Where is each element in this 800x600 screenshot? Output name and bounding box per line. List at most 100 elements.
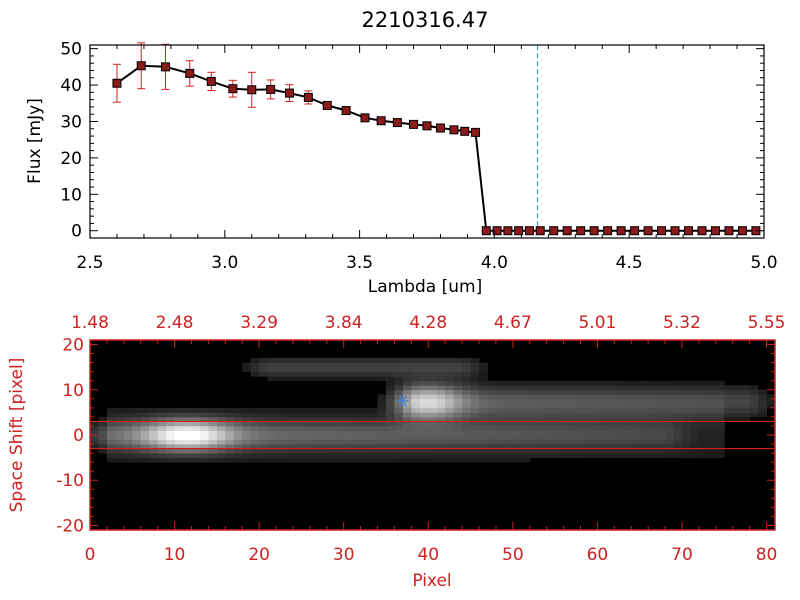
heatmap-cell	[183, 444, 192, 449]
heatmap-cell	[639, 426, 649, 431]
heatmap-cell	[267, 367, 277, 372]
heatmap-cell	[495, 403, 505, 409]
heatmap-cell	[140, 453, 150, 458]
heatmap-cell	[741, 385, 751, 391]
heatmap-cell	[309, 371, 319, 377]
heatmap-cell	[453, 412, 463, 418]
heatmap-cell	[589, 389, 598, 395]
heatmap-cell	[233, 416, 243, 422]
heatmap-cell	[521, 394, 531, 400]
heatmap-cell	[250, 444, 260, 449]
heatmap-cell	[690, 403, 700, 409]
heatmap-cell	[343, 376, 353, 382]
heatmap-cell	[487, 394, 497, 400]
heatmap-cell	[495, 421, 505, 427]
heatmap-cell	[563, 412, 573, 418]
heatmap-cell	[656, 380, 666, 386]
heatmap-cell	[715, 385, 725, 391]
heatmap-cell	[267, 407, 277, 413]
heatmap-cell	[335, 448, 345, 454]
heatmap-cell	[572, 453, 581, 458]
heatmap-cell	[360, 407, 370, 413]
heatmap-cell	[453, 457, 463, 463]
heatmap-cell	[352, 444, 362, 449]
heatmap-cell	[267, 426, 277, 431]
heatmap-cell	[106, 457, 116, 463]
flux-point	[710, 226, 720, 236]
heatmap-cell	[648, 380, 657, 386]
heatmap-cell	[199, 407, 209, 413]
heatmap-cell	[580, 385, 590, 391]
heatmap-cell	[715, 448, 725, 454]
heatmap-cell	[698, 380, 708, 386]
pixel-tick-label: 40	[417, 545, 439, 565]
heatmap-cell	[377, 457, 387, 463]
heatmap-cell	[123, 430, 133, 436]
heatmap-cell	[665, 412, 674, 418]
heatmap-cell	[386, 448, 395, 454]
heatmap-cell	[521, 448, 531, 454]
heatmap-cell	[411, 367, 421, 372]
heatmap-cell	[394, 371, 404, 377]
heatmap-cell	[521, 430, 531, 436]
heatmap-cell	[436, 394, 446, 400]
heatmap-cell	[622, 389, 632, 395]
heatmap-cell	[106, 416, 116, 422]
heatmap-cell	[140, 412, 150, 418]
heatmap-cell	[546, 435, 556, 440]
heatmap-cell	[411, 412, 421, 418]
heatmap-cell	[115, 430, 125, 436]
heatmap-cell	[352, 376, 362, 382]
heatmap-cell	[335, 367, 345, 372]
heatmap-cell	[166, 444, 175, 449]
heatmap-cell	[495, 398, 505, 404]
heatmap-cell	[648, 398, 657, 404]
heatmap-cell	[470, 421, 480, 427]
heatmap-cell	[589, 426, 598, 431]
heatmap-cell	[462, 407, 471, 413]
heatmap-cell	[208, 435, 218, 440]
heatmap-cell	[445, 385, 455, 391]
heatmap-cell	[580, 444, 590, 449]
heatmap-cell	[648, 439, 657, 445]
heatmap-cell	[436, 403, 446, 409]
heatmap-cell	[402, 371, 412, 377]
heatmap-cell	[673, 448, 683, 454]
heatmap-cell	[572, 403, 581, 409]
heatmap-cell	[115, 407, 125, 413]
heatmap-cell	[690, 453, 700, 458]
heatmap-cell	[157, 457, 167, 463]
heatmap-cell	[479, 444, 488, 449]
heatmap-cell	[470, 416, 480, 422]
heatmap-cell	[276, 457, 285, 463]
wavelength-tick-label: 5.01	[578, 313, 616, 333]
heatmap-cell	[140, 448, 150, 454]
heatmap-cell	[741, 412, 751, 418]
chart-title: 2210316.47	[362, 8, 489, 32]
heatmap-cell	[309, 362, 319, 368]
heatmap-cell	[386, 439, 395, 445]
heatmap-cell	[402, 439, 412, 445]
heatmap-cell	[673, 444, 683, 449]
heatmap-cell	[174, 412, 184, 418]
heatmap-cell	[605, 389, 615, 395]
heatmap-cell	[462, 444, 471, 449]
heatmap-cell	[538, 453, 548, 458]
heatmap-cell	[614, 389, 624, 395]
heatmap-cell	[106, 435, 116, 440]
heatmap-cell	[386, 362, 395, 368]
heatmap-cell	[512, 426, 522, 431]
heatmap-cell	[402, 430, 412, 436]
heatmap-cell	[309, 453, 319, 458]
heatmap-cell	[682, 380, 691, 386]
heatmap-cell	[157, 430, 167, 436]
heatmap-cell	[132, 430, 142, 436]
heatmap-cell	[741, 398, 751, 404]
flux-point	[589, 226, 599, 236]
heatmap-cell	[445, 435, 455, 440]
heatmap-cell	[326, 416, 336, 422]
heatmap-cell	[132, 444, 142, 449]
heatmap-cell	[698, 416, 708, 422]
heatmap-cell	[309, 376, 319, 382]
heatmap-cell	[462, 453, 471, 458]
